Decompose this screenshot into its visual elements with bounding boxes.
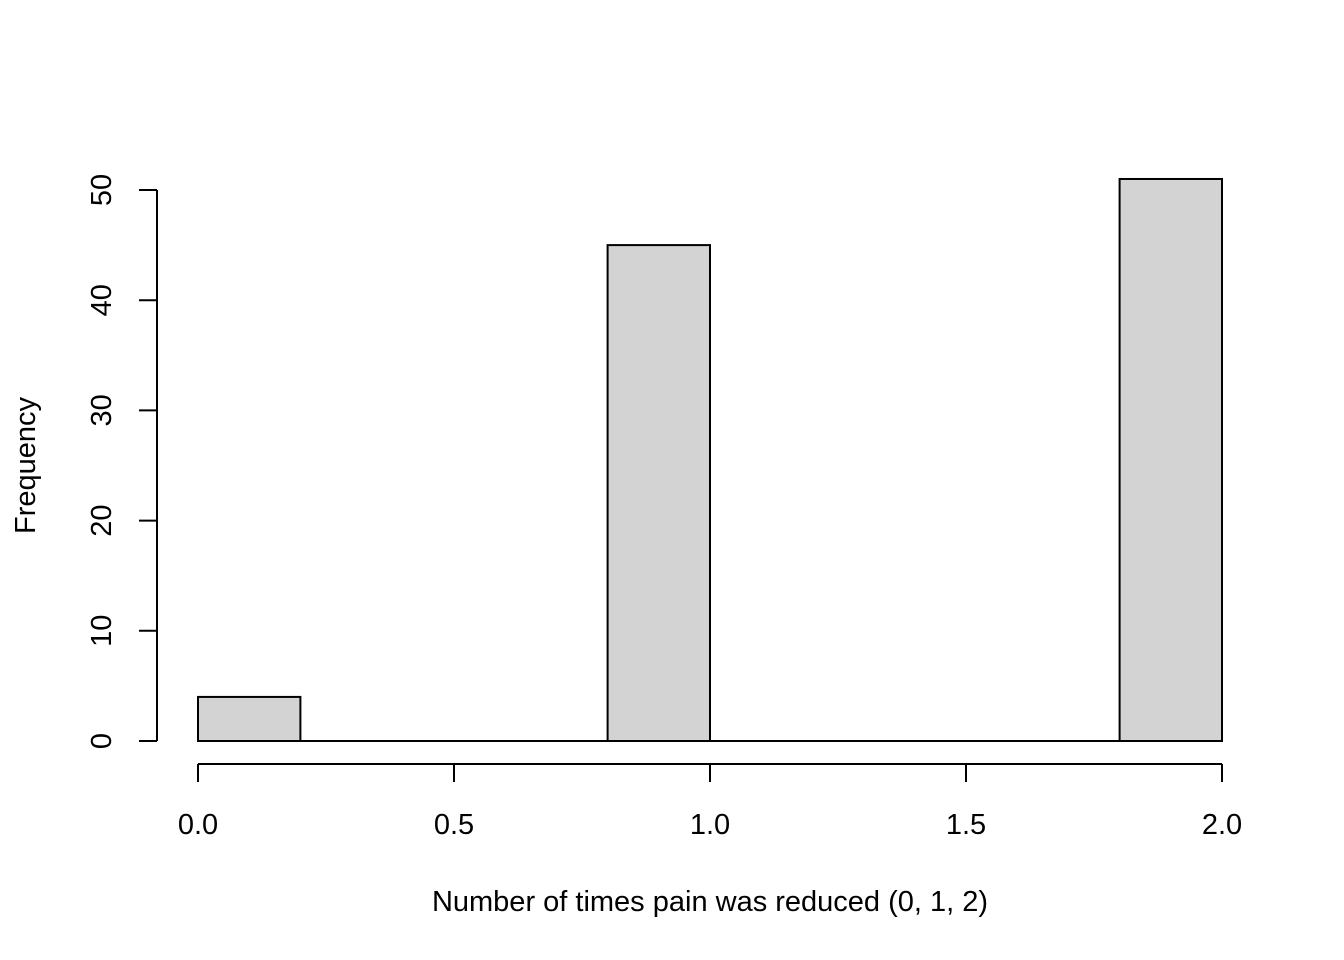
x-axis-title: Number of times pain was reduced (0, 1, … <box>432 886 988 918</box>
x-tick-label: 1.0 <box>690 809 730 841</box>
y-axis-title: Frequency <box>10 396 42 534</box>
y-tick-label: 0 <box>86 733 118 749</box>
y-tick-label: 10 <box>86 615 118 647</box>
y-tick-label: 50 <box>86 174 118 206</box>
y-tick-label: 20 <box>86 504 118 536</box>
x-tick-label: 0.0 <box>178 809 218 841</box>
histogram-bar <box>197 695 302 742</box>
histogram-bars <box>197 177 1223 743</box>
x-tick-label: 0.5 <box>434 809 474 841</box>
histogram-bar <box>606 244 711 742</box>
histogram-bar <box>1118 177 1223 743</box>
x-tick-label: 2.0 <box>1202 809 1242 841</box>
y-axis: 0 10 20 30 40 50 <box>86 174 158 749</box>
x-axis: 0.0 0.5 1.0 1.5 2.0 <box>178 763 1242 841</box>
y-tick-label: 40 <box>86 284 118 316</box>
x-tick-label: 1.5 <box>946 809 986 841</box>
y-tick-label: 30 <box>86 394 118 426</box>
